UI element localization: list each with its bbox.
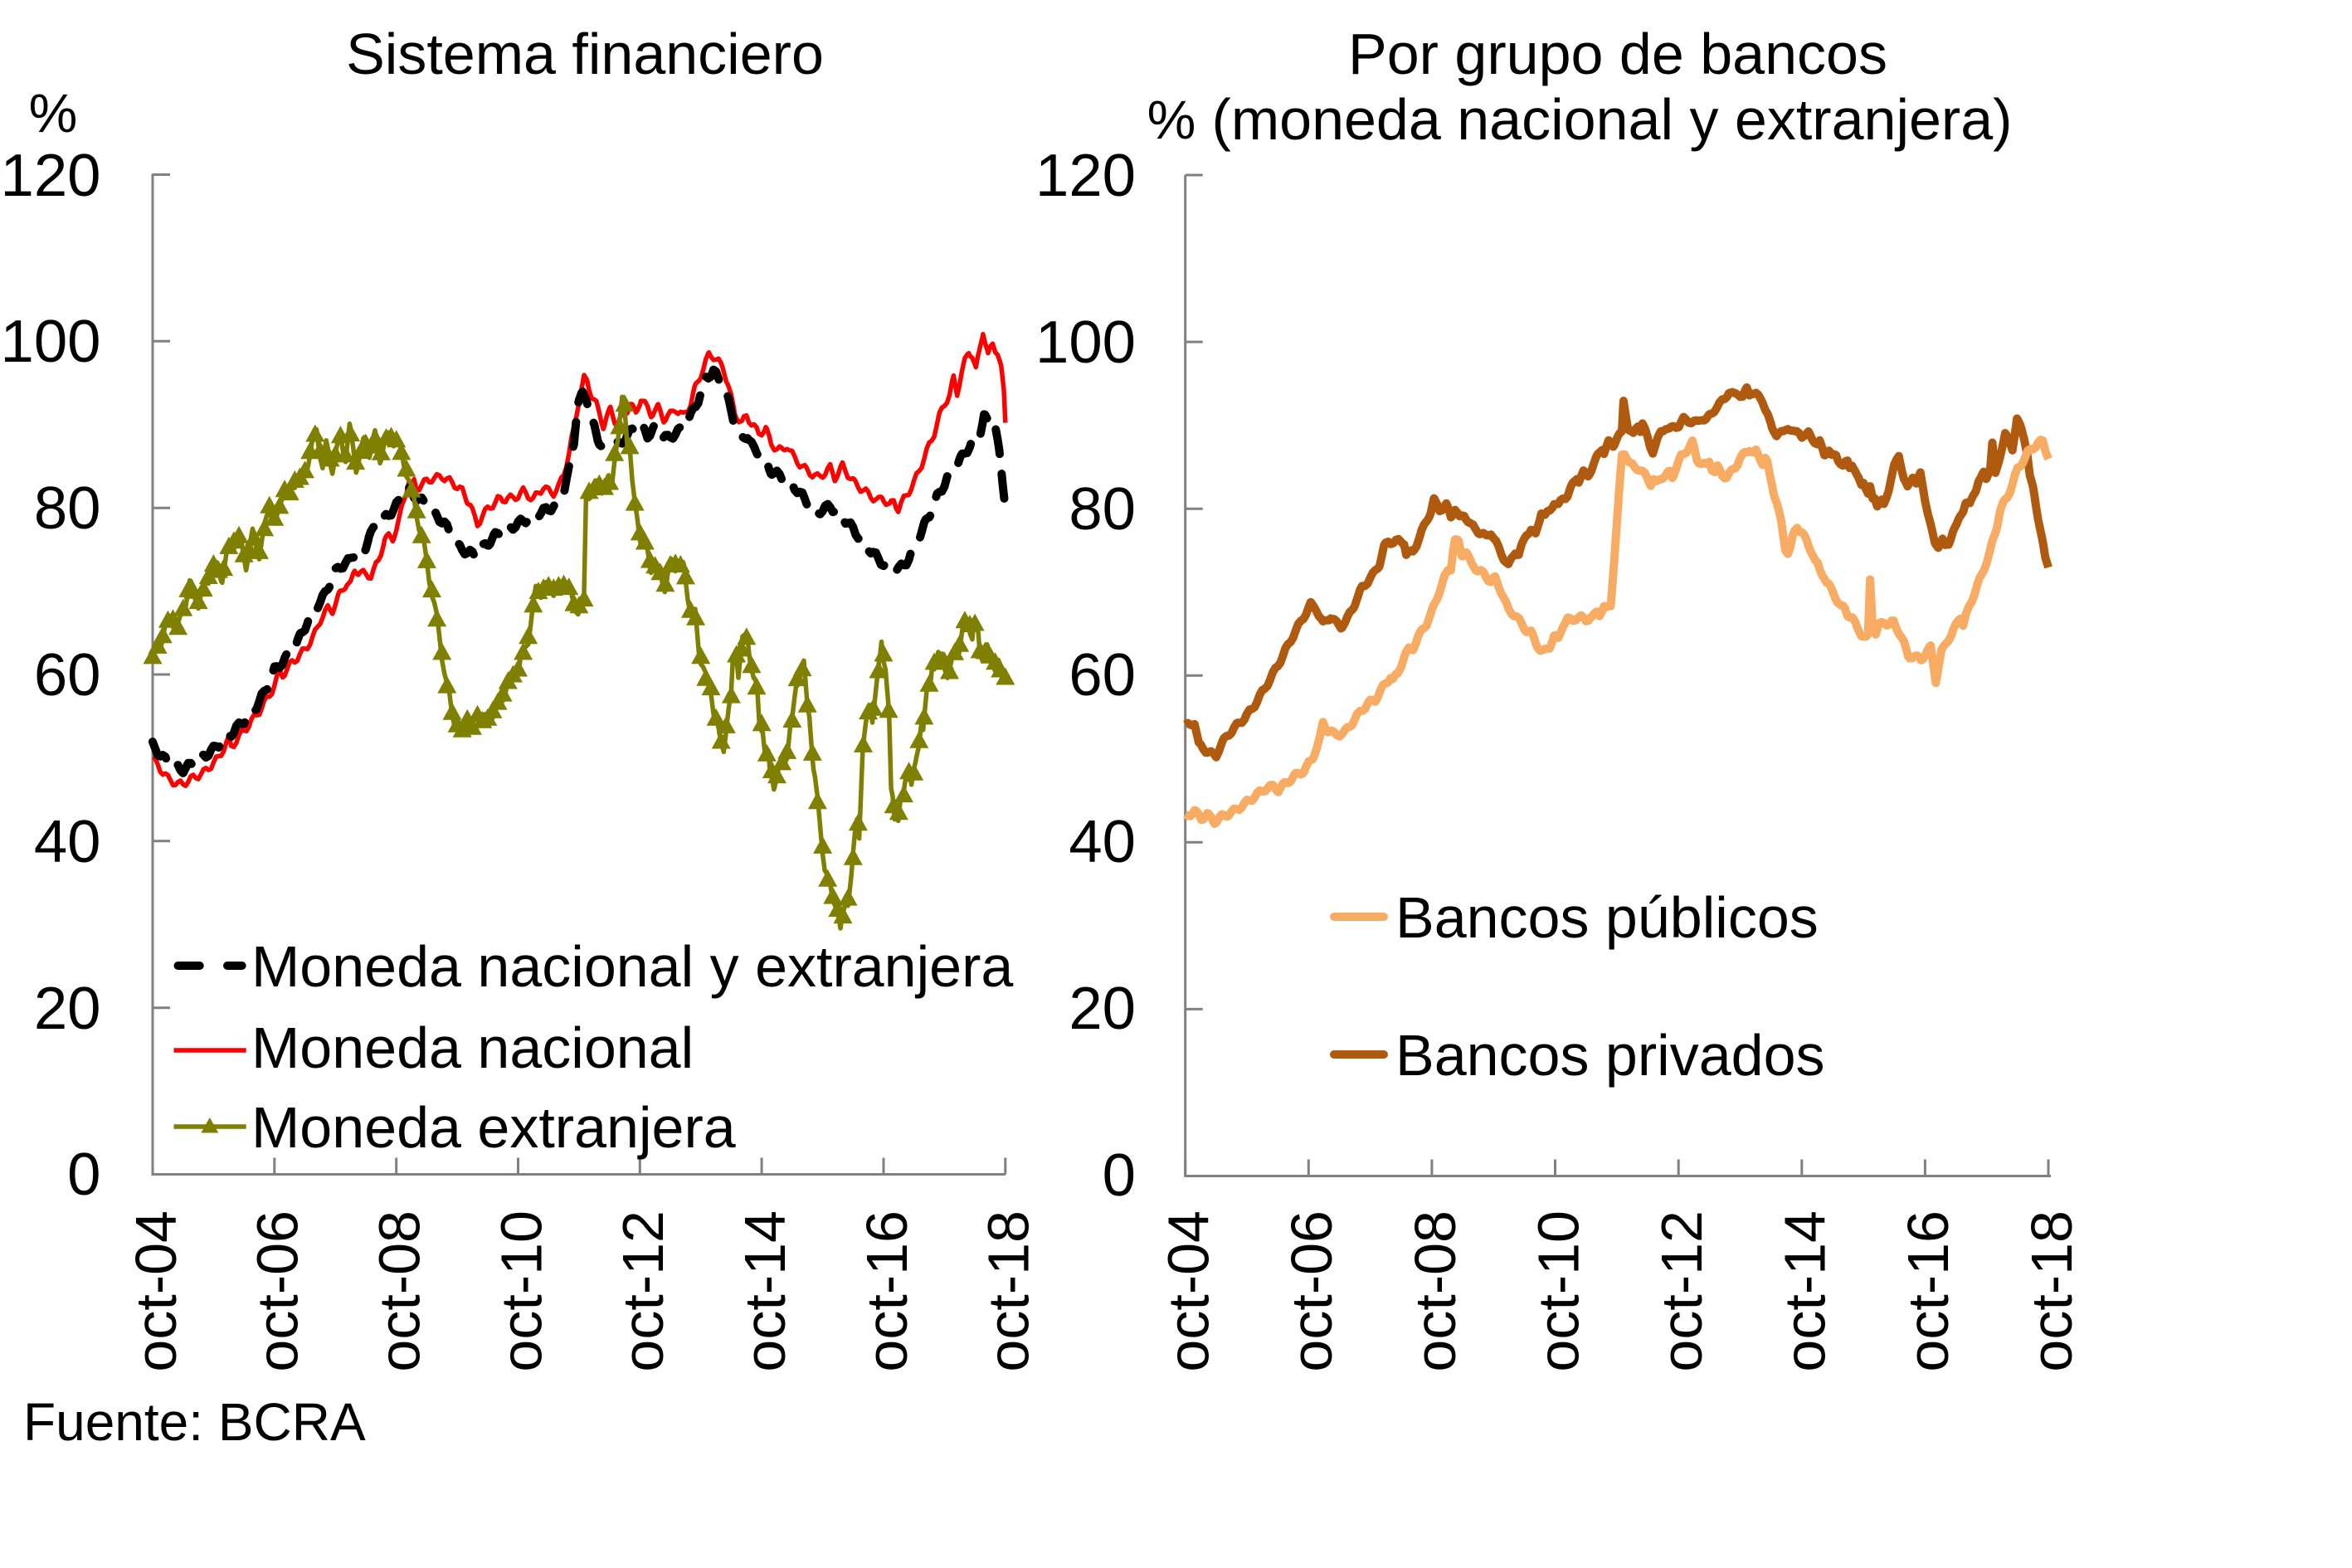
svg-text:60: 60 [34,641,101,709]
svg-text:Por grupo de bancos: Por grupo de bancos [1348,22,1887,86]
svg-text:oct-04: oct-04 [1157,1210,1221,1372]
svg-text:oct-12: oct-12 [1649,1210,1714,1372]
svg-text:20: 20 [1069,975,1136,1042]
svg-text:Bancos públicos: Bancos públicos [1395,885,1819,950]
svg-text:120: 120 [1035,142,1136,209]
svg-text:oct-08: oct-08 [1403,1210,1468,1372]
svg-text:oct-06: oct-06 [1279,1210,1344,1372]
svg-text:Moneda extranjera: Moneda extranjera [251,1095,736,1160]
svg-text:oct-10: oct-10 [1526,1210,1590,1372]
svg-text:oct-10: oct-10 [489,1210,553,1372]
svg-text:oct-14: oct-14 [1773,1210,1838,1372]
svg-text:80: 80 [1069,475,1136,543]
svg-text:40: 40 [34,808,101,875]
svg-text:oct-14: oct-14 [733,1210,797,1372]
svg-text:20: 20 [34,975,101,1042]
svg-text:100: 100 [1035,309,1136,376]
svg-text:0: 0 [67,1141,100,1208]
svg-text:oct-04: oct-04 [124,1210,188,1372]
svg-text:60: 60 [1069,641,1136,709]
svg-text:0: 0 [1103,1142,1136,1209]
svg-text:40: 40 [1069,808,1136,875]
svg-text:Fuente: BCRA: Fuente: BCRA [23,1392,366,1452]
svg-text:oct-12: oct-12 [611,1210,675,1372]
svg-text:80: 80 [34,475,101,542]
svg-text:(moneda nacional y extranjera): (moneda nacional y extranjera) [1212,87,2013,152]
svg-text:100: 100 [1,308,101,375]
svg-text:oct-08: oct-08 [368,1210,432,1372]
svg-text:oct-18: oct-18 [2019,1210,2084,1372]
svg-text:oct-16: oct-16 [1896,1210,1960,1372]
svg-text:%: % [1147,89,1196,150]
svg-text:Sistema financiero: Sistema financiero [346,22,824,86]
svg-text:%: % [29,82,78,144]
svg-text:oct-18: oct-18 [976,1210,1041,1372]
svg-text:oct-16: oct-16 [855,1210,919,1372]
svg-text:120: 120 [1,142,101,209]
svg-text:Moneda nacional: Moneda nacional [251,1015,694,1080]
svg-text:Moneda nacional y extranjera: Moneda nacional y extranjera [251,934,1013,999]
svg-text:oct-06: oct-06 [246,1210,310,1372]
svg-text:Bancos privados: Bancos privados [1395,1023,1825,1088]
